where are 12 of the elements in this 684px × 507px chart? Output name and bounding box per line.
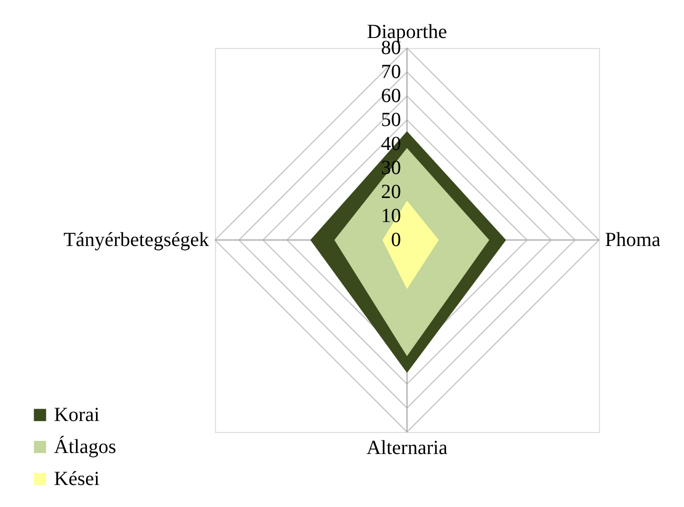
legend-label: Korai [54,404,100,426]
spoke-label: Phoma [605,229,661,251]
y-tick-label: 20 [381,181,401,203]
legend-label: Átlagos [54,435,116,458]
y-tick-label: 60 [381,85,401,107]
spoke-label: Tányérbetegségek [64,229,209,251]
y-tick-label: 50 [381,109,401,131]
y-tick-label: 0 [391,229,401,251]
legend-label: Kései [54,468,100,490]
y-tick-label: 10 [381,205,401,227]
spoke-label: Alternaria [366,437,448,459]
y-tick-label: 70 [381,61,401,83]
